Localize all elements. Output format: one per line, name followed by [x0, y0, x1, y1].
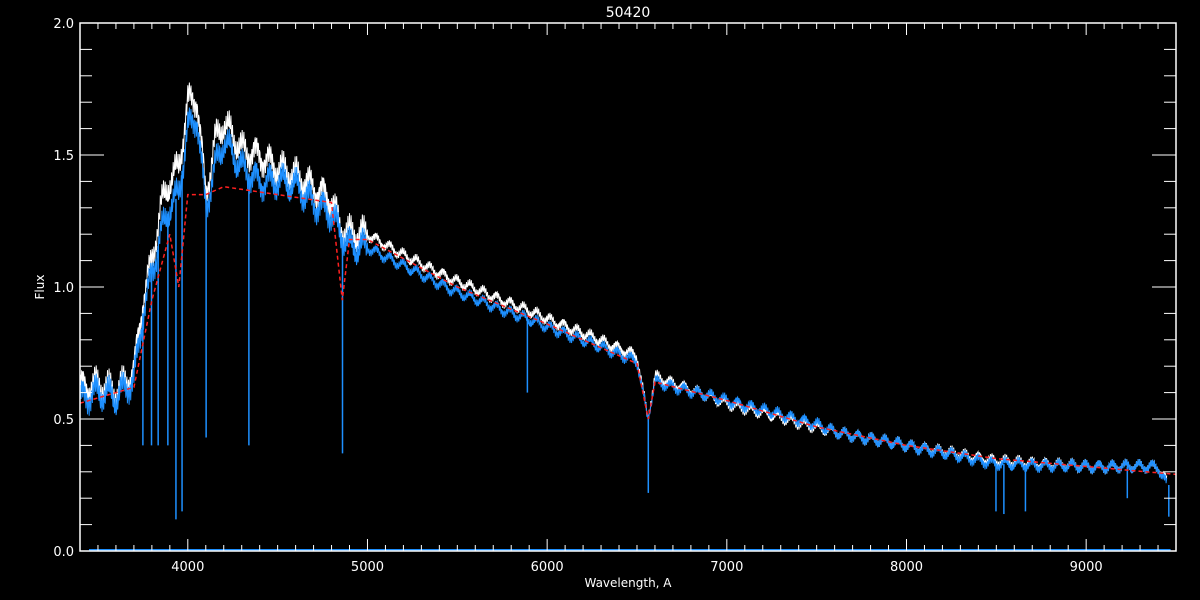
axes-layer: 4000 5000 6000 7000 8000 9000 0.0 0.5 1.0 1.5 2.0 — [53, 17, 1177, 575]
x-tick-label: 4000 — [171, 560, 204, 575]
y-tick-label: 1.5 — [53, 149, 74, 164]
series-line-1 — [79, 107, 1168, 484]
x-axis-label: Wavelength, A — [584, 576, 672, 590]
x-tick-label: 7000 — [710, 560, 743, 575]
series-line-2 — [79, 185, 1177, 476]
y-tick-label: 1.0 — [53, 281, 74, 296]
chart-title: 50420 — [606, 5, 651, 21]
plot-frame — [79, 22, 1177, 552]
series-line-0 — [79, 82, 1168, 481]
y-tick-label: 2.0 — [53, 17, 74, 32]
x-tick-label: 6000 — [531, 560, 564, 575]
x-tick-label: 9000 — [1070, 560, 1103, 575]
y-axis-label: Flux — [33, 275, 47, 300]
x-tick-label: 8000 — [890, 560, 923, 575]
x-tick-label: 5000 — [351, 560, 384, 575]
series-layer — [79, 82, 1177, 551]
y-tick-label: 0.5 — [53, 413, 74, 428]
y-tick-label: 0.0 — [53, 545, 74, 560]
